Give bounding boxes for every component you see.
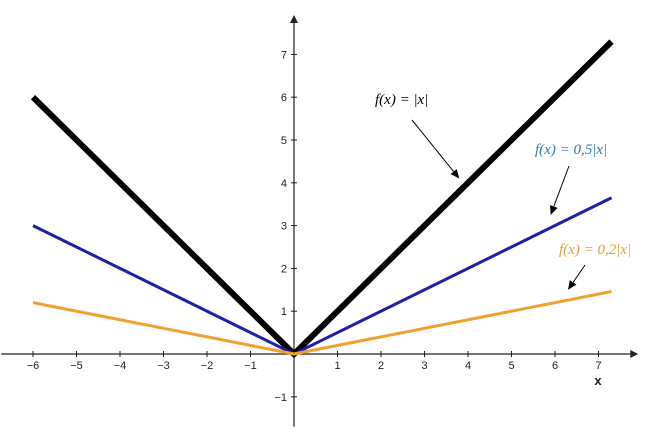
y-tick-label: 4 bbox=[281, 178, 287, 190]
annotation-arrow-line bbox=[411, 119, 455, 172]
x-tick-label: −1 bbox=[244, 360, 257, 372]
y-tick-label: 3 bbox=[281, 221, 287, 233]
x-tick-label: 4 bbox=[465, 360, 471, 372]
series-line-1 bbox=[32, 196, 613, 356]
x-axis-arrowhead bbox=[630, 350, 639, 358]
annotation-arrowhead bbox=[568, 280, 577, 290]
y-tick-label: −1 bbox=[274, 392, 287, 404]
x-tick-label: 1 bbox=[334, 360, 340, 372]
x-tick-label: 2 bbox=[378, 360, 384, 372]
x-tick-label: −5 bbox=[70, 360, 83, 372]
annotation-arrow-line bbox=[572, 264, 586, 283]
x-tick-label: −2 bbox=[201, 360, 214, 372]
x-tick-label: 5 bbox=[508, 360, 514, 372]
annotation-label-abs: f(x) = |x| bbox=[375, 92, 429, 108]
annotation-arrows bbox=[411, 119, 586, 290]
y-tick-label: 5 bbox=[281, 135, 287, 147]
annotation-arrowhead bbox=[550, 205, 558, 215]
x-axis-label: x bbox=[594, 373, 602, 388]
annotation-arrow-line bbox=[553, 165, 570, 207]
annotation-arrowhead bbox=[450, 169, 460, 179]
annotation-label-half-abs: f(x) = 0,5|x| bbox=[535, 142, 608, 158]
y-tick-label: 7 bbox=[281, 49, 287, 61]
y-axis-arrowhead bbox=[290, 15, 298, 23]
annotation-label-fifth-abs: f(x) = 0,2|x| bbox=[559, 242, 632, 258]
y-tick-label: 6 bbox=[281, 92, 287, 104]
x-tick-label: −3 bbox=[157, 360, 170, 372]
x-tick-label: −6 bbox=[27, 360, 40, 372]
x-tick-label: −4 bbox=[114, 360, 127, 372]
series-group bbox=[30, 39, 614, 359]
x-tick-label: 6 bbox=[552, 360, 558, 372]
series-line-2 bbox=[32, 290, 612, 356]
x-tick-label: 7 bbox=[595, 360, 601, 372]
x-tick-label: 3 bbox=[421, 360, 427, 372]
y-tick-label: 2 bbox=[281, 263, 287, 275]
y-tick-label: 1 bbox=[281, 306, 287, 318]
